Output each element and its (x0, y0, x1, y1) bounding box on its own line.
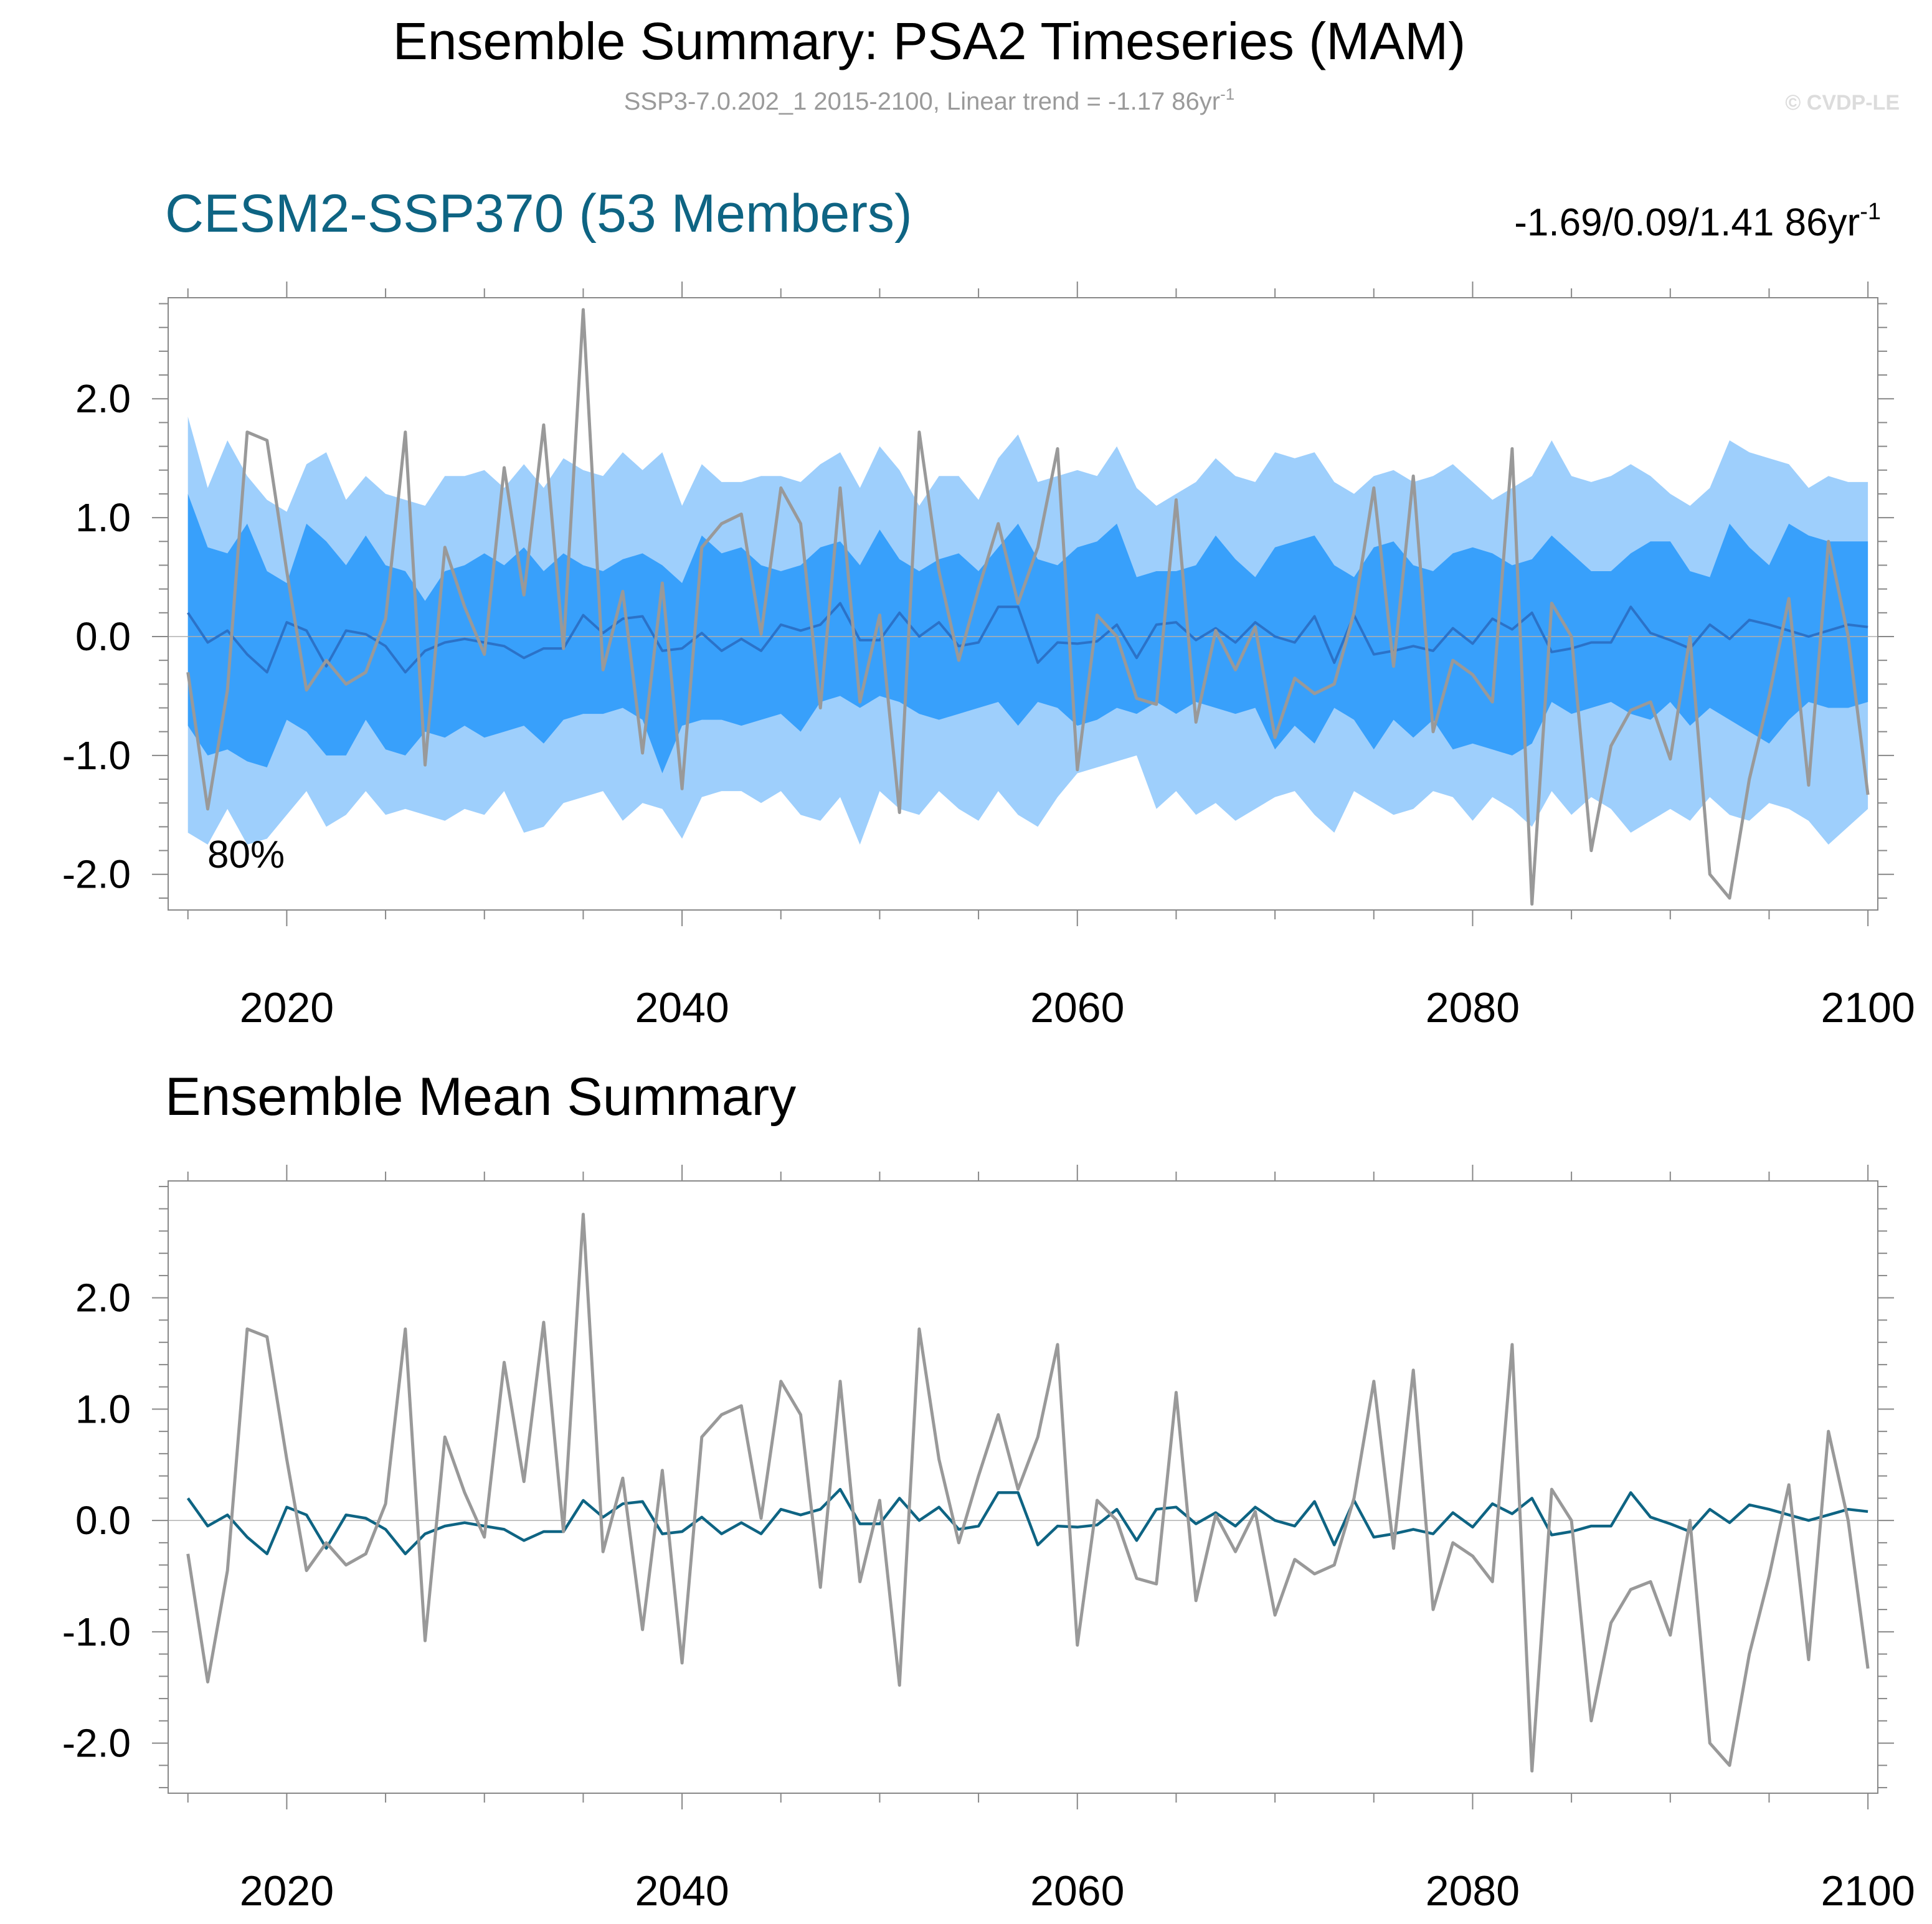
bottom-ytick-label-3: 1.0 (75, 1386, 131, 1431)
top-ytick-label-1: -1.0 (62, 733, 131, 778)
top-xtick-label-2080: 2080 (1426, 984, 1520, 1031)
top-frame (168, 297, 1878, 911)
figure-subtitle-main: SSP3-7.0.202_1 2015-2100, Linear trend =… (624, 88, 1220, 115)
figure-subtitle-sup: -1 (1220, 85, 1234, 103)
top-xtick-label-2060: 2060 (1030, 984, 1124, 1031)
band-percent-label: 80% (207, 833, 285, 876)
top-xtick-label-2040: 2040 (635, 984, 729, 1031)
bottom-xtick-label-2040: 2040 (635, 1867, 729, 1915)
bottom-ytick-label-4: 2.0 (75, 1276, 131, 1320)
top-panel-stats-main: -1.69/0.09/1.41 86yr (1514, 201, 1860, 244)
bottom-panel-title: Ensemble Mean Summary (165, 1067, 796, 1127)
bottom-observations-line (186, 1213, 1870, 1773)
figure-subtitle: SSP3-7.0.202_1 2015-2100, Linear trend =… (624, 85, 1234, 115)
bottom-xtick-label-2100: 2100 (1821, 1867, 1915, 1915)
top-xtick-label-2020: 2020 (240, 984, 334, 1031)
bottom-ensemble-mean-line (186, 1487, 1868, 1555)
bottom-ytick-label-2: 0.0 (75, 1498, 131, 1543)
bottom-ytick-label-1: -1.0 (62, 1609, 131, 1654)
top-panel-title: CESM2-SSP370 (53 Members) (165, 184, 912, 244)
top-ytick-label-3: 1.0 (75, 495, 131, 540)
top-xtick-label-2100: 2100 (1821, 984, 1915, 1031)
bottom-xtick-label-2080: 2080 (1426, 1867, 1520, 1915)
top-panel: CESM2-SSP370 (53 Members) -1.69/0.09/1.4… (62, 184, 1915, 1031)
bottom-ytick-label-0: -2.0 (62, 1721, 131, 1766)
top-ytick-label-4: 2.0 (75, 376, 131, 421)
top-panel-stats-sup: -1 (1860, 199, 1881, 225)
top-observations-line (186, 308, 1870, 906)
figure-title: Ensemble Summary: PSA2 Timeseries (MAM) (393, 12, 1466, 70)
bottom-panel: Ensemble Mean Summary 2020 2040 2060 2080 21… (62, 1067, 1915, 1915)
top-panel-stats: -1.69/0.09/1.41 86yr-1 (1514, 199, 1881, 244)
bottom-xtick-label-2060: 2060 (1030, 1867, 1124, 1915)
bottom-frame (168, 1180, 1878, 1794)
bottom-xtick-label-2020: 2020 (240, 1867, 334, 1915)
copyright-label: © CVDP-LE (1785, 91, 1900, 115)
top-ensemble-mean-line (187, 602, 1868, 674)
top-ytick-label-2: 0.0 (75, 614, 131, 659)
top-plot-area: 2020 2040 2060 2080 2100 -2.0 -1.0 0.0 1.0 2.0 (62, 282, 1915, 1031)
top-ytick-label-0: -2.0 (62, 852, 131, 897)
bottom-plot-area: 2020 2040 2060 2080 2100 -2.0 -1.0 0.0 1.0 2.0 (62, 1165, 1915, 1915)
